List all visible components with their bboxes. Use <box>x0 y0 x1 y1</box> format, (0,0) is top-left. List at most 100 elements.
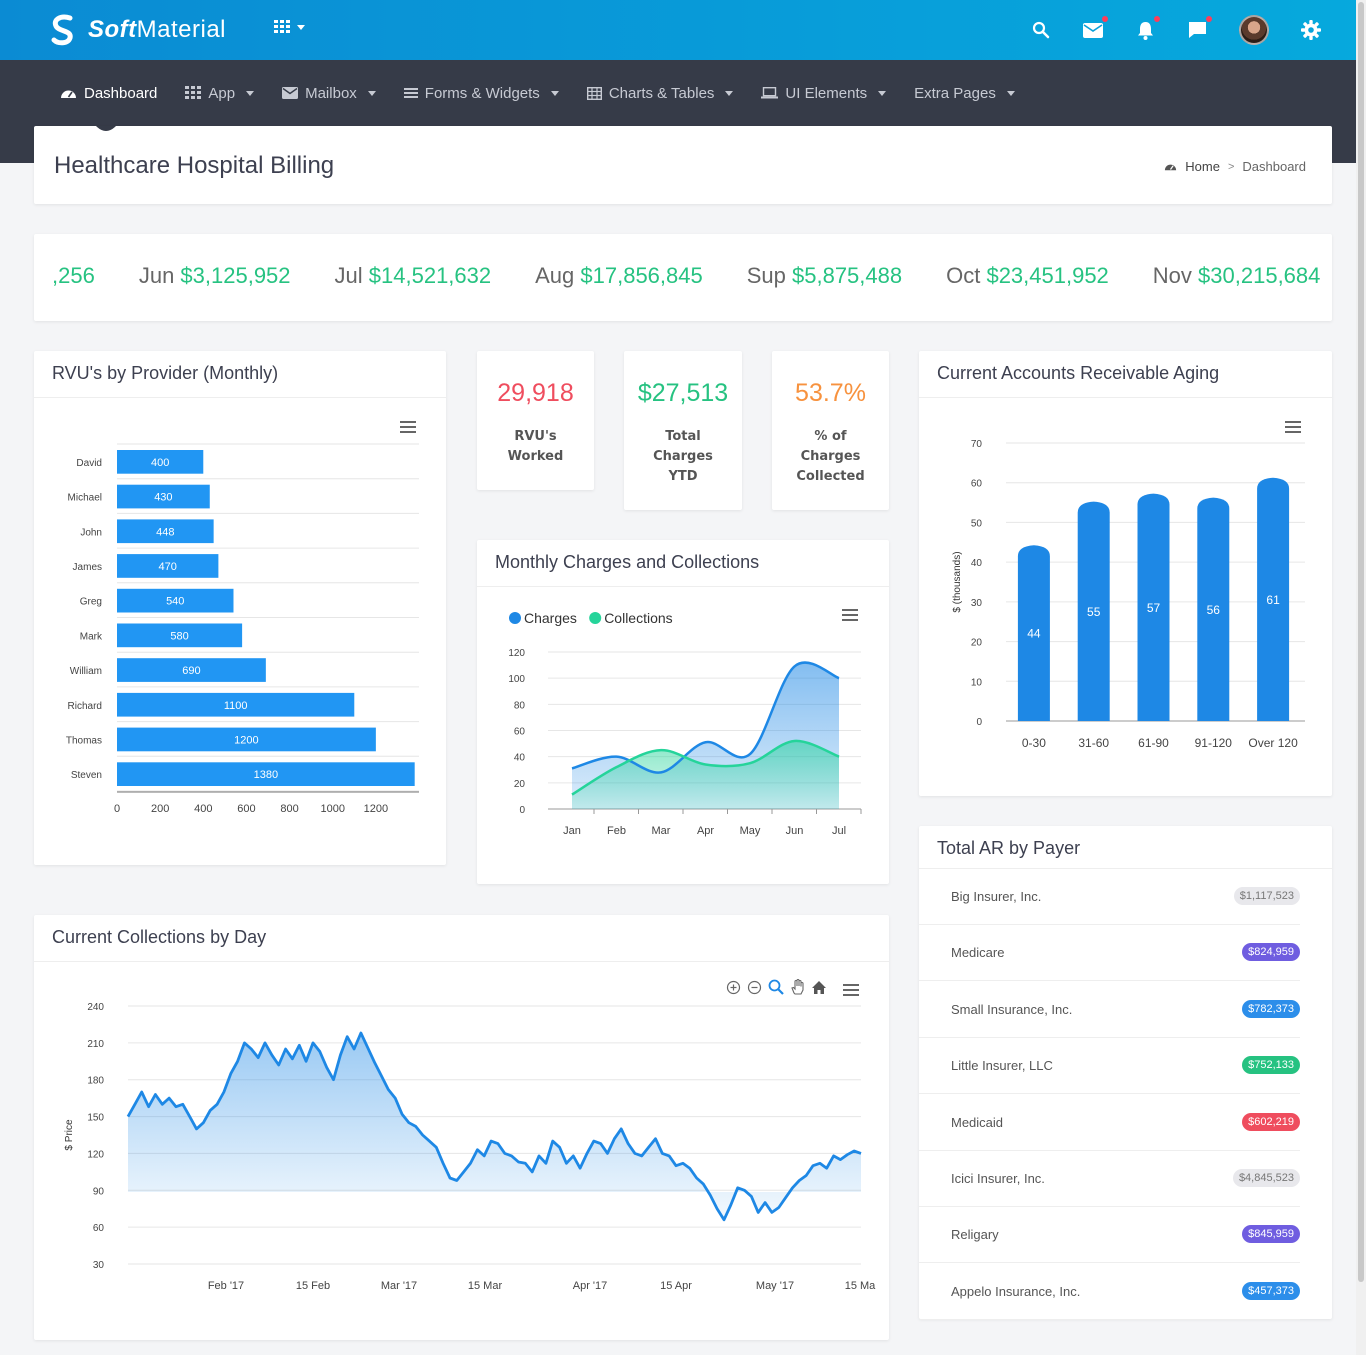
list-item[interactable]: Little Insurer, LLC $752,133 <box>919 1038 1300 1095</box>
nav-item-mailbox[interactable]: Mailbox <box>282 82 376 104</box>
breadcrumb-separator: > <box>1227 160 1235 173</box>
zoom-out-icon[interactable] <box>747 980 762 995</box>
category-label: William <box>70 666 102 677</box>
search-icon <box>1032 21 1050 39</box>
tick-label: 60 <box>514 727 526 738</box>
tick-label: 150 <box>87 1113 104 1124</box>
collections-area-chart: 30 60 90 120 150 180 210 240 $ Price Feb '17 15 Fe… <box>64 1002 876 1292</box>
nav-item-label: Forms & Widgets <box>424 84 540 102</box>
search-button[interactable] <box>1031 20 1051 40</box>
stat-value: 53.7% <box>795 379 866 407</box>
notifications-button[interactable] <box>1135 16 1160 40</box>
list-item[interactable]: Small Insurance, Inc. $782,373 <box>919 982 1300 1038</box>
apps-grid-button[interactable] <box>274 20 305 34</box>
breadcrumb-home[interactable]: Home <box>1185 159 1220 174</box>
card-title: RVU's by Provider (Monthly) <box>52 363 279 383</box>
ticker-month: Aug <box>535 263 581 288</box>
bar <box>1077 501 1110 721</box>
chart-menu-icon[interactable] <box>842 609 858 621</box>
nav-item-ui-elements[interactable]: UI Elements <box>761 82 887 104</box>
bar <box>117 554 219 578</box>
legend-label: Collections <box>604 610 672 626</box>
tick-label: Over 120 <box>1248 736 1298 750</box>
laptop-icon <box>761 87 779 99</box>
tick-label: 240 <box>87 1002 104 1013</box>
data-label: 1200 <box>234 734 258 746</box>
tick-label: Jun <box>786 825 804 837</box>
tick-label: 1000 <box>320 803 344 815</box>
chart-menu-icon[interactable] <box>400 421 416 433</box>
divider <box>919 397 1332 398</box>
tick-label: 0 <box>114 803 120 815</box>
brand-logo[interactable]: SoftMaterial <box>50 14 226 46</box>
chart-menu-icon[interactable] <box>1285 421 1301 433</box>
chevron-down-icon <box>1006 90 1015 96</box>
zoom-selection-icon[interactable] <box>768 979 784 995</box>
category-label: Greg <box>80 597 102 608</box>
list-item[interactable]: Big Insurer, Inc. $1,117,523 <box>919 869 1300 925</box>
data-label: 1380 <box>254 769 278 781</box>
list-item[interactable]: Icici Insurer, Inc. $4,845,523 <box>919 1151 1300 1207</box>
ticker-month: Jul <box>334 263 369 288</box>
list-icon <box>403 88 418 98</box>
data-label: 44 <box>1027 627 1041 641</box>
data-label: 61 <box>1266 593 1280 607</box>
data-label: 430 <box>154 492 172 504</box>
nav-item-charts-tables[interactable]: Charts & Tables <box>586 82 734 104</box>
data-label: 400 <box>151 457 169 469</box>
payer-name: Medicare <box>951 945 1005 961</box>
stat-label: RVU's Worked <box>507 429 564 464</box>
series-line <box>571 739 840 796</box>
category-label: Michael <box>68 493 102 504</box>
card-title: Current Collections by Day <box>52 927 267 947</box>
bar <box>117 484 210 509</box>
mail-button[interactable] <box>1083 16 1108 40</box>
tick-label: 60 <box>93 1223 105 1234</box>
messages-button[interactable] <box>1187 16 1212 40</box>
nav-item-app[interactable]: App <box>185 82 255 104</box>
list-item[interactable]: Appelo Insurance, Inc. $457,373 <box>919 1264 1300 1320</box>
tick-label: 600 <box>237 803 255 815</box>
tick-label: 0 <box>976 717 982 728</box>
tick-label: 60 <box>971 479 983 490</box>
page-scrollbar[interactable] <box>1356 0 1366 1355</box>
legend-label: Charges <box>524 610 577 626</box>
stat-rvus: 29,918 RVU's Worked <box>477 351 594 490</box>
list-item[interactable]: Medicare $824,959 <box>919 925 1300 982</box>
amount-badge: $845,959 <box>1242 1225 1300 1244</box>
table-icon <box>586 86 602 100</box>
nav-item-label: Mailbox <box>305 84 357 102</box>
chart-menu-icon[interactable] <box>843 984 859 996</box>
nav-item-forms-widgets[interactable]: Forms & Widgets <box>403 82 559 104</box>
card-title: Current Accounts Receivable Aging <box>937 363 1220 383</box>
bar <box>1017 545 1050 721</box>
ticker-month: Jun <box>138 263 181 288</box>
amount-badge: $457,373 <box>1242 1281 1300 1300</box>
nav-item-dashboard[interactable]: Dashboard <box>60 82 157 104</box>
bar <box>117 658 266 682</box>
list-item[interactable]: Medicaid $602,219 <box>919 1095 1300 1151</box>
pan-hand-icon[interactable] <box>790 979 805 995</box>
nav-item-extra-pages[interactable]: Extra Pages <box>914 82 1015 104</box>
list-item[interactable]: Religary $845,959 <box>919 1207 1300 1264</box>
rvu-card: RVU's by Provider (Monthly) David 400 Mich… <box>34 351 446 865</box>
settings-button[interactable] <box>1301 20 1321 40</box>
scrollbar-thumb[interactable] <box>1358 2 1364 1282</box>
reset-home-icon[interactable] <box>811 980 827 995</box>
ticker-month: Sup <box>746 263 792 288</box>
tick-label: Mar '17 <box>381 1280 417 1292</box>
legend-marker <box>509 612 521 624</box>
tick-label: 30 <box>971 598 983 609</box>
chevron-down-icon <box>367 90 376 96</box>
payer-name: Appelo Insurance, Inc. <box>951 1283 1081 1299</box>
tick-label: 30 <box>93 1260 105 1271</box>
tick-label: 70 <box>971 439 983 450</box>
notification-dot <box>1154 16 1160 22</box>
avatar[interactable] <box>1239 15 1269 45</box>
mail-icon <box>1083 22 1103 38</box>
breadcrumb-current: Dashboard <box>1242 159 1306 174</box>
bar <box>1257 477 1290 721</box>
legend-marker <box>589 612 602 624</box>
zoom-in-icon[interactable] <box>726 980 741 995</box>
ticker-value: $14,521,632 <box>368 263 492 288</box>
